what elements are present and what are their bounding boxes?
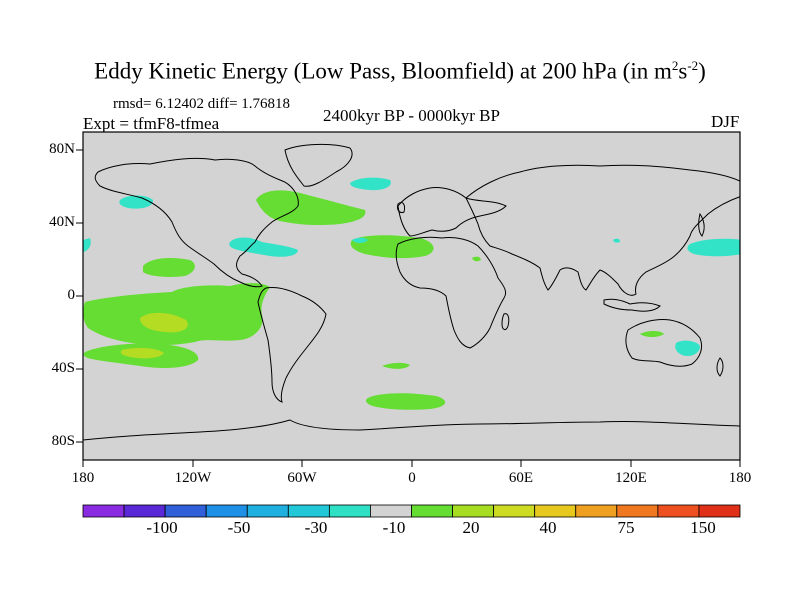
colorbar — [82, 504, 741, 518]
colorbar-label-40: 40 — [539, 518, 557, 537]
coastlines — [83, 143, 740, 441]
colorbar-segment — [575, 504, 618, 518]
colorbar-segment — [287, 504, 330, 518]
colorbar-segment — [246, 504, 289, 518]
coast-europe — [397, 187, 507, 237]
colorbar-segment — [370, 504, 412, 518]
anomaly-tasman-green — [640, 331, 664, 337]
colorbar-label-neg30: -30 — [304, 518, 328, 537]
anomaly-west-edge-cyan — [83, 238, 91, 252]
anomaly-iceland-cyan — [350, 177, 391, 191]
colorbar-label-neg10: -10 — [382, 518, 406, 537]
lon-label-60w: 60W — [287, 470, 317, 486]
colorbar-segment — [164, 504, 207, 518]
lat-label-80n: 80N — [49, 141, 75, 157]
lat-label-40n: 40N — [49, 214, 75, 230]
coast-madagascar — [501, 313, 510, 331]
colorbar-segment — [411, 504, 453, 518]
coast-australia — [625, 319, 703, 367]
anomaly-southern-ocean-africa-north — [382, 362, 410, 369]
lat-label-0: 0 — [67, 287, 76, 303]
colorbar-segment — [534, 504, 577, 518]
colorbar-label-75: 75 — [617, 518, 635, 537]
colorbar-segment — [493, 504, 536, 518]
colorbar-label-20: 20 — [462, 518, 480, 537]
colorbar-segment — [657, 504, 700, 518]
lon-label-0: 0 — [408, 470, 416, 486]
anomaly-north-atlantic-cyan-small — [352, 237, 368, 243]
lat-label-80s: 80S — [51, 433, 75, 449]
anomaly-subtropical-npacific-green — [143, 258, 195, 277]
lon-label-180w: 180 — [71, 470, 95, 486]
figure-title: Eddy Kinetic Energy (Low Pass, Bloomfiel… — [94, 58, 706, 84]
colorbar-label-150: 150 — [690, 518, 716, 537]
coast-africa — [395, 236, 507, 349]
colorbar-label-neg100: -100 — [146, 518, 178, 537]
season-label: DJF — [711, 112, 740, 131]
lon-label-120e: 120E — [615, 470, 647, 486]
anomaly-south-pacific-35s-core — [120, 347, 164, 359]
colorbar-label-neg50: -50 — [227, 518, 251, 537]
tick-marks — [76, 149, 741, 467]
coast-greenland — [284, 143, 353, 187]
lat-label-40s: 40S — [51, 360, 75, 376]
coast-north-america — [94, 157, 299, 288]
colorbar-segment — [123, 504, 166, 518]
experiment-label: Expt = tfmF8-tfmea — [83, 114, 220, 133]
anomaly-tropical-pacific-green — [83, 283, 270, 346]
coast-uk — [397, 201, 405, 213]
colorbar-segment — [328, 504, 371, 518]
colorbar-segment — [616, 504, 659, 518]
coast-south-america — [257, 287, 327, 403]
anomaly-ne-atlantic-green — [350, 235, 434, 259]
coast-new-zealand — [716, 357, 724, 377]
anomaly-southern-ocean-africa-green — [365, 393, 446, 410]
anomaly-southeast-pacific-core — [140, 312, 188, 333]
anomaly-west-pacific-green-small — [472, 256, 481, 262]
lon-label-120w: 120W — [174, 470, 212, 486]
colorbar-segment — [205, 504, 248, 518]
colorbar-segment — [82, 504, 125, 518]
coast-antarctica — [83, 419, 740, 441]
coast-indonesia — [603, 298, 661, 312]
coast-japan — [698, 212, 705, 237]
anomaly-gulf-stream-cyan — [229, 237, 298, 257]
period-label: 2400kyr BP - 0000kyr BP — [323, 106, 500, 125]
coast-asia — [465, 164, 740, 296]
anomaly-layer — [83, 177, 740, 410]
lon-label-180e: 180 — [728, 470, 752, 486]
anomaly-pacific-cyan-small — [613, 238, 620, 243]
lon-label-60e: 60E — [508, 470, 534, 486]
colorbar-segment — [452, 504, 495, 518]
stats-text: rmsd= 6.12402 diff= 1.76818 — [113, 96, 291, 112]
anomaly-australia-cyan — [675, 340, 700, 356]
colorbar-segment — [698, 504, 741, 518]
anomaly-nw-pacific-cyan — [687, 238, 740, 257]
